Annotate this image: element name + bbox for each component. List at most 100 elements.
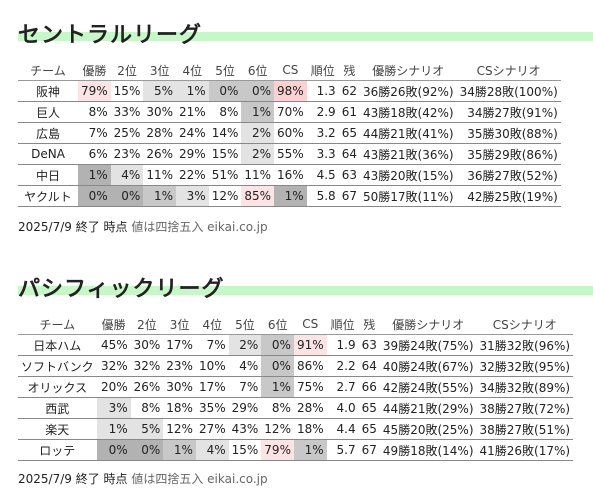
table-cell: 45勝20敗(25%) — [379, 418, 477, 440]
table-cell: 35% — [195, 397, 229, 419]
table-cell: 1% — [163, 439, 196, 461]
table-cell: 2% — [228, 334, 262, 356]
table-cell: 7% — [228, 376, 262, 398]
table-cell: 27% — [195, 418, 229, 440]
table-row: 西武 3% 8% 18% 35% 29% 8% 28% 4.0 65 44勝21敗(29%) 38勝2… — [18, 397, 574, 419]
table-cell: 29% — [176, 143, 209, 165]
table-cell: 8% — [130, 397, 164, 419]
team-name: 西武 — [18, 397, 97, 419]
table-cell: 28% — [143, 122, 177, 144]
column-header: CSシナリオ — [476, 314, 574, 335]
team-name: ヤクルト — [18, 185, 78, 207]
table-cell: 26% — [143, 143, 177, 165]
table-cell: 32% — [130, 355, 164, 377]
table-cell: 12% — [163, 418, 196, 440]
team-name: ソフトバンク — [18, 355, 97, 377]
table-cell: 64 — [338, 143, 360, 165]
table-cell: 30% — [163, 376, 196, 398]
footer-note: 値は四捨五入 eikai.co.jp — [131, 472, 268, 486]
table-cell: 0% — [261, 355, 294, 377]
table-cell: 1.9 — [326, 334, 359, 356]
table-row: ロッテ 0% 0% 1% 4% 15% 79% 1% 5.7 67 49勝18敗(14%) 41勝26… — [18, 439, 574, 461]
table-cell: 0% — [130, 439, 164, 461]
table-cell: 38勝27敗(51%) — [476, 418, 574, 440]
column-header: 5位 — [208, 60, 242, 81]
table-cell: 32% — [96, 355, 131, 377]
footer-note: 値は四捨五入 eikai.co.jp — [131, 220, 268, 234]
table-cell: 11% — [143, 164, 177, 186]
table-cell: 39勝24敗(75%) — [379, 334, 477, 356]
table-cell: 34勝27敗(91%) — [456, 101, 561, 123]
table-cell: 79% — [261, 439, 294, 461]
pacific-footer: 2025/7/9 終了 時点 値は四捨五入 eikai.co.jp — [18, 470, 268, 487]
table-cell: 91% — [293, 334, 327, 356]
column-header: 順位 — [306, 60, 339, 81]
table-cell: 1% — [274, 185, 307, 207]
table-cell: 23% — [163, 355, 196, 377]
table-cell: 3% — [176, 185, 209, 207]
column-header: 残 — [338, 60, 360, 81]
table-cell: 43% — [228, 418, 262, 440]
table-cell: 38勝27敗(72%) — [476, 397, 574, 419]
column-header: チーム — [18, 60, 78, 81]
column-header: 4位 — [176, 60, 209, 81]
table-cell: 79% — [78, 80, 111, 102]
table-cell: 25% — [110, 122, 144, 144]
table-cell: 67 — [358, 439, 380, 461]
table-cell: 2.2 — [326, 355, 359, 377]
pacific-league-header: パシフィックリーグ — [0, 272, 593, 302]
table-row: オリックス 20% 26% 30% 17% 7% 1% 75% 2.7 66 42勝24敗(55%)… — [18, 376, 574, 398]
table-cell: 43勝20敗(15%) — [359, 164, 457, 186]
pacific-standings-table: チーム 優勝 2位 3位 4位 5位 6位 CS 順位残優勝シナリオ CSシナリオ 日本ハム 45%… — [18, 314, 574, 461]
table-cell: 0% — [96, 439, 131, 461]
table-cell: 5.8 — [306, 185, 339, 207]
team-name: 日本ハム — [18, 334, 97, 356]
table-cell: 4% — [195, 439, 229, 461]
table-row: ソフトバンク 32% 32% 23% 10% 4% 0% 86% 2.2 64 40勝24敗(67%… — [18, 355, 574, 377]
table-cell: 36勝27敗(52%) — [456, 164, 561, 186]
table-cell: 75% — [293, 376, 327, 398]
table-cell: 1% — [176, 80, 209, 102]
team-name: ロッテ — [18, 439, 97, 461]
table-cell: 18% — [293, 418, 327, 440]
table-cell: 8% — [261, 397, 294, 419]
table-cell: 0% — [110, 185, 144, 207]
table-cell: 12% — [261, 418, 294, 440]
title-underline-bar — [18, 32, 593, 41]
central-league-section: セントラルリーグ チーム 優勝 2位 3位 4位 5位 6位 CS 順位残優勝シナリオ CSシナリ… — [0, 18, 593, 234]
table-row: 阪神 79% 15% 5% 1% 0% 0% 98% 1.3 62 36勝26敗(92%) 34勝28… — [18, 80, 561, 102]
table-cell: 15% — [208, 143, 242, 165]
column-header: 6位 — [241, 60, 275, 81]
table-row: 中日 1% 4% 11% 22% 51% 11% 16% 4.5 63 43勝20敗(15%) 36勝… — [18, 164, 561, 186]
table-row: 日本ハム 45% 30% 17% 7% 2% 0% 91% 1.9 63 39勝24敗(75%) 31… — [18, 334, 574, 356]
table-cell: 30% — [143, 101, 177, 123]
footer-timestamp: 2025/7/9 終了 時点 — [18, 220, 128, 234]
table-cell: 4.5 — [306, 164, 339, 186]
column-header: CS — [274, 60, 307, 81]
table-cell: 50勝17敗(11%) — [359, 185, 457, 207]
table-cell: 2% — [241, 122, 275, 144]
table-cell: 4.4 — [326, 418, 359, 440]
table-cell: 8% — [208, 101, 242, 123]
table-cell: 17% — [195, 376, 229, 398]
column-header: 順位 — [326, 314, 359, 335]
column-header: 2位 — [130, 314, 164, 335]
table-cell: 35勝30敗(88%) — [456, 122, 561, 144]
table-cell: 63 — [358, 334, 380, 356]
table-cell: 40勝24敗(67%) — [379, 355, 477, 377]
table-cell: 3% — [96, 397, 131, 419]
table-cell: 98% — [274, 80, 307, 102]
table-cell: 70% — [274, 101, 307, 123]
table-header-row: チーム 優勝 2位 3位 4位 5位 6位 CS 順位残優勝シナリオ CSシナリオ — [18, 314, 574, 335]
table-cell: 85% — [241, 185, 275, 207]
table-cell: 34勝32敗(89%) — [476, 376, 574, 398]
table-cell: 6% — [78, 143, 111, 165]
column-header: 4位 — [195, 314, 229, 335]
table-cell: 66 — [358, 376, 380, 398]
table-cell: 4% — [228, 355, 262, 377]
table-cell: 42勝24敗(55%) — [379, 376, 477, 398]
table-cell: 12% — [208, 185, 242, 207]
table-cell: 43勝18敗(42%) — [359, 101, 457, 123]
table-row: 広島 7% 25% 28% 24% 14% 2% 60% 3.2 65 44勝21敗(41%) 35勝… — [18, 122, 561, 144]
team-name: 楽天 — [18, 418, 97, 440]
